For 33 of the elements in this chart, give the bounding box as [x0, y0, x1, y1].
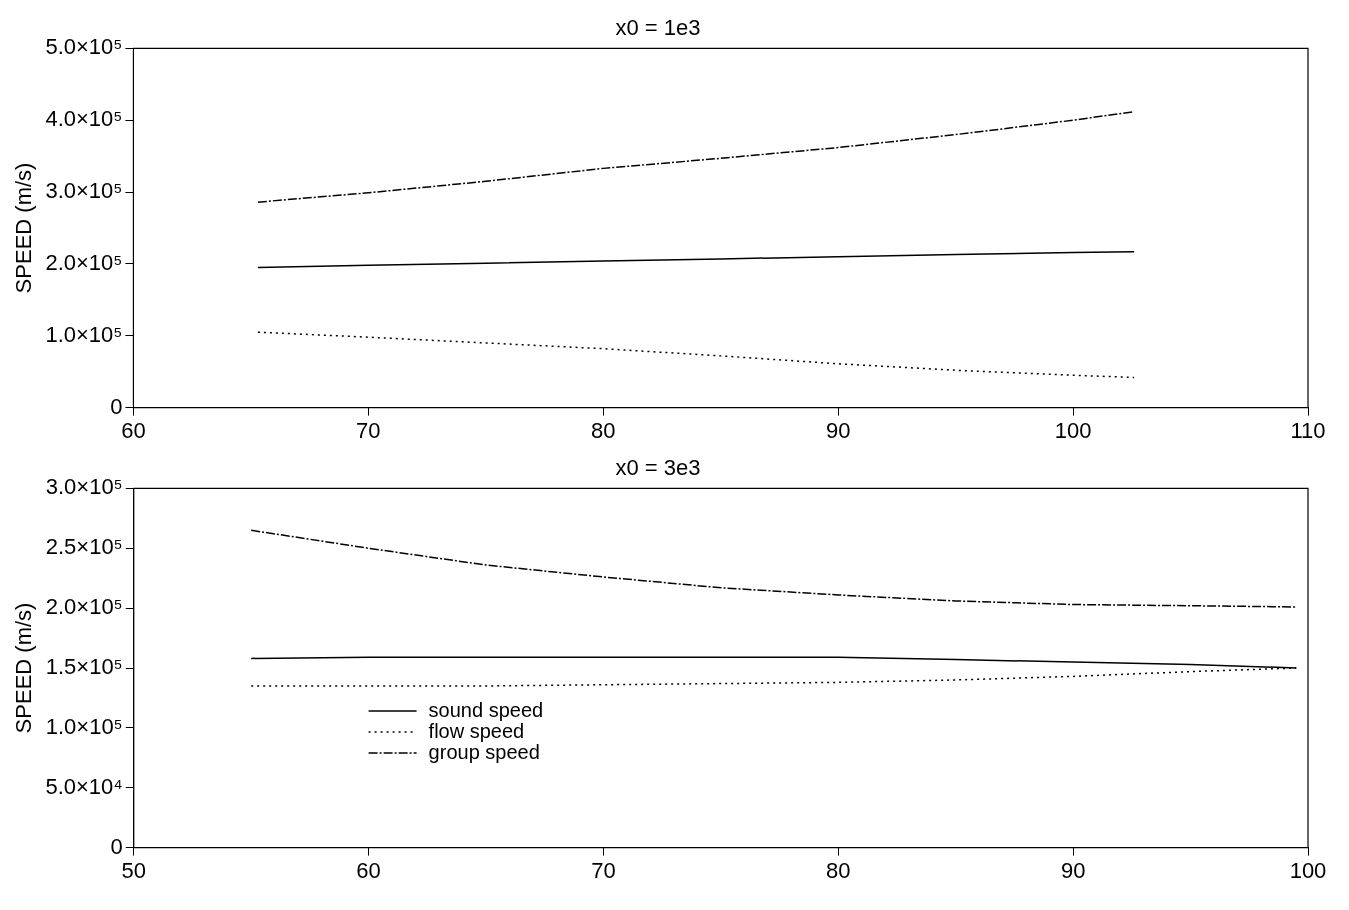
y-axis-title: SPEED (m/s)	[11, 602, 37, 734]
y-tick-label: 4.0×10⁵	[45, 106, 123, 132]
x-tick-label: 110	[1290, 417, 1326, 443]
legend-label: sound speed	[428, 698, 544, 721]
line-series	[257, 110, 1135, 203]
y-tick-label: 2.0×10⁵	[45, 249, 123, 275]
y-tick-label: 0	[110, 393, 123, 419]
x-tick-label: 90	[825, 417, 851, 443]
chart-title: x0 = 3e3	[615, 455, 701, 481]
y-tick-label: 1.0×10⁵	[45, 713, 123, 739]
y-tick-label: 5.0×10⁵	[45, 34, 123, 60]
y-tick-label: 5.0×10⁴	[45, 773, 123, 799]
x-tick-label: 90	[1060, 857, 1086, 883]
x-tick-label: 70	[591, 857, 616, 883]
y-tick-label: 2.5×10⁵	[45, 534, 123, 560]
x-tick-label: 60	[121, 417, 146, 443]
y-tick-label: 1.5×10⁵	[45, 654, 123, 680]
y-tick-label: 1.0×10⁵	[45, 321, 123, 347]
x-tick-label: 60	[356, 857, 381, 883]
chart-title: x0 = 1e3	[615, 15, 701, 41]
line-series	[257, 331, 1135, 379]
x-tick-label: 100	[1289, 857, 1327, 883]
y-tick-label: 3.0×10⁵	[45, 474, 123, 500]
line-series	[250, 529, 1298, 608]
x-tick-label: 80	[591, 417, 616, 443]
y-tick-label: 2.0×10⁵	[45, 594, 123, 620]
x-tick-label: 100	[1054, 417, 1092, 443]
y-tick-label: 3.0×10⁵	[45, 178, 123, 204]
y-tick-label: 0	[110, 833, 123, 859]
x-tick-label: 80	[826, 857, 851, 883]
x-tick-label: 50	[121, 857, 146, 883]
x-tick-label: 70	[356, 417, 381, 443]
y-axis-title: SPEED (m/s)	[11, 162, 37, 294]
